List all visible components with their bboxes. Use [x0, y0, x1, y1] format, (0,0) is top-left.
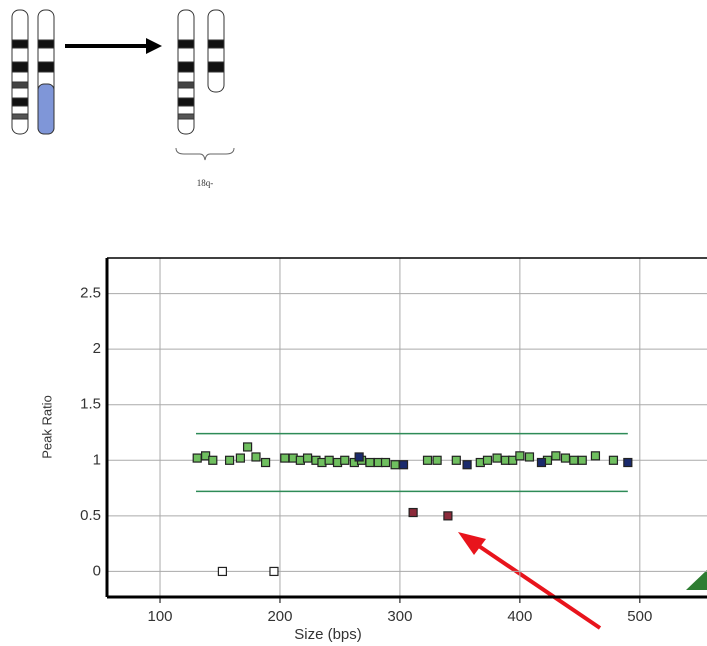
x-tick-label: 400: [507, 608, 532, 625]
y-tick-label: 0: [93, 562, 101, 579]
x-tick-label: 500: [627, 608, 652, 625]
point: [260, 457, 271, 468]
point: [398, 460, 409, 470]
point: [224, 455, 235, 465]
y-tick-label: 0.5: [80, 507, 101, 524]
point: [251, 452, 261, 462]
point: [422, 455, 433, 465]
point: [608, 455, 619, 465]
point: [482, 455, 493, 465]
point: [324, 455, 334, 465]
point: [524, 452, 535, 462]
point: [390, 460, 400, 470]
x-tick-label: 100: [148, 608, 173, 625]
point: [432, 455, 442, 465]
chromosome-diagram: [11, 9, 235, 161]
point: [354, 452, 364, 462]
point: [451, 455, 461, 465]
point: [569, 455, 579, 465]
point: [623, 457, 633, 468]
point: [235, 453, 245, 463]
y-axis-label: Peak Ratio: [39, 395, 54, 459]
point: [536, 457, 547, 468]
y-tick-label: 2.5: [80, 285, 101, 302]
point: [408, 507, 418, 518]
point: [217, 566, 227, 577]
point: [560, 453, 571, 463]
point: [365, 457, 375, 468]
point: [443, 511, 453, 521]
point: [269, 566, 279, 577]
corner-marker: [686, 570, 707, 590]
diagram-label: 18q-: [197, 178, 214, 188]
y-tick-label: 2: [93, 340, 101, 357]
point: [242, 442, 253, 452]
y-tick-label: 1: [93, 451, 101, 468]
point: [515, 451, 525, 461]
x-tick-label: 300: [387, 608, 412, 625]
y-tick-label: 1.5: [80, 396, 101, 413]
x-axis-label: Size (bps): [294, 626, 362, 643]
point: [492, 453, 502, 463]
point: [302, 453, 313, 463]
point: [590, 451, 601, 461]
point: [192, 453, 202, 463]
point: [462, 460, 472, 470]
point: [380, 457, 391, 468]
x-tick-label: 200: [267, 608, 292, 625]
point: [577, 455, 587, 465]
point: [551, 451, 561, 461]
point: [208, 455, 218, 465]
point: [340, 455, 350, 465]
red-arrow: [458, 532, 602, 630]
point: [280, 453, 290, 463]
